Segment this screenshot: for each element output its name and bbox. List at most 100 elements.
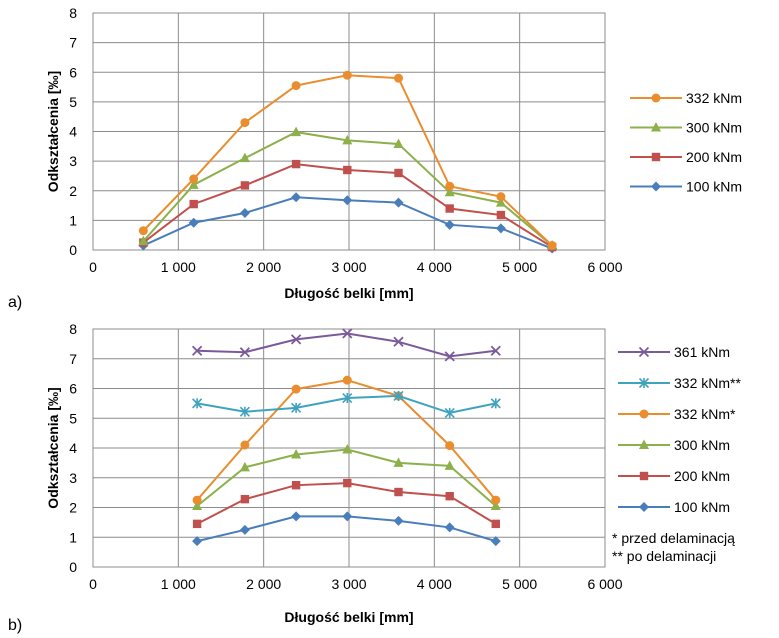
data-point <box>393 390 404 402</box>
data-point <box>188 217 199 228</box>
x-tick-label: 5 000 <box>502 259 537 275</box>
x-tick-label: 6 000 <box>587 576 622 592</box>
data-point <box>490 398 501 409</box>
data-point <box>342 392 353 404</box>
series-line <box>142 163 553 248</box>
data-point <box>239 152 250 163</box>
data-point <box>342 443 353 454</box>
y-tick-label: 1 <box>69 212 77 228</box>
data-point <box>343 478 352 488</box>
footnote: * przed delaminacją <box>612 530 735 546</box>
data-point <box>192 398 203 409</box>
x-tick-label: 6 000 <box>587 259 622 275</box>
legend-label: 200 kNm <box>686 149 742 165</box>
legend-marker <box>638 377 650 389</box>
legend-marker <box>638 346 650 358</box>
y-tick-label: 8 <box>69 5 77 21</box>
data-point <box>444 407 455 418</box>
y-tick-label: 3 <box>69 153 77 169</box>
legend-marker <box>639 471 649 481</box>
data-point <box>490 345 501 356</box>
y-tick-label: 7 <box>69 35 77 51</box>
data-point <box>490 536 501 547</box>
series-200-knm <box>139 159 557 252</box>
data-point <box>445 181 455 191</box>
series-332-knm <box>138 70 557 251</box>
series-300-knm <box>138 126 558 250</box>
data-point <box>394 487 403 497</box>
legend-label: 332 kNm* <box>674 406 736 422</box>
x-tick-label: 5 000 <box>502 576 537 592</box>
data-point <box>291 126 302 137</box>
data-point <box>291 402 302 413</box>
legend: 361 kNm 332 kNm** 332 kNm* 300 kNm 200 kNm 10… <box>618 344 741 515</box>
data-point <box>192 495 202 505</box>
legend-label: 200 kNm <box>674 468 730 484</box>
data-point <box>291 511 302 522</box>
series-361-knm <box>191 328 501 362</box>
data-point <box>342 328 353 339</box>
y-tick-label: 2 <box>69 183 77 199</box>
data-point <box>291 449 302 459</box>
x-tick-label: 1 000 <box>161 576 196 592</box>
data-point <box>188 179 199 189</box>
data-point <box>191 345 203 356</box>
y-tick-label: 4 <box>69 440 77 456</box>
data-point <box>291 480 301 490</box>
data-point <box>495 223 506 234</box>
y-tick-label: 1 <box>69 529 77 545</box>
y-tick-label: 4 <box>69 124 77 140</box>
data-point <box>393 515 404 526</box>
data-point <box>138 226 148 236</box>
x-axis-title: Długość belki [mm] <box>284 609 413 625</box>
plot-area <box>92 12 606 251</box>
legend-label: 300 kNm <box>686 120 742 136</box>
series-line <box>197 332 496 358</box>
legend-label: 332 kNm** <box>674 375 741 391</box>
data-point <box>491 495 501 505</box>
data-point <box>444 522 455 533</box>
data-point <box>240 118 250 128</box>
footnote: ** po delaminacji <box>612 548 716 564</box>
x-tick-label: 3 000 <box>331 576 366 592</box>
data-point <box>444 219 455 230</box>
legend-label: 361 kNm <box>674 344 730 360</box>
data-point <box>240 440 250 450</box>
series-line <box>142 196 553 250</box>
data-point <box>239 207 250 218</box>
data-point <box>138 235 149 246</box>
data-point <box>192 536 203 547</box>
data-point <box>393 138 404 148</box>
y-tick-label: 2 <box>69 500 77 516</box>
data-point <box>343 165 352 175</box>
x-axis-title: Długość belki [mm] <box>284 285 413 301</box>
data-point <box>342 134 353 145</box>
legend-label: 100 kNm <box>686 179 742 195</box>
data-point <box>444 351 455 362</box>
data-point <box>342 195 353 206</box>
legend-marker <box>651 152 661 162</box>
y-tick-label: 5 <box>69 410 77 426</box>
data-point <box>192 519 202 529</box>
panel-label: b) <box>8 617 22 634</box>
data-point <box>496 210 506 220</box>
x-tick-label: 2 000 <box>246 259 281 275</box>
legend: 332 kNm 300 kNm 200 kNm 100 kNm <box>630 90 742 195</box>
x-tick-label: 1 000 <box>161 259 196 275</box>
legend-label: 300 kNm <box>674 437 730 453</box>
y-tick-label: 0 <box>69 242 77 258</box>
series-200-knm <box>192 478 500 529</box>
legend-marker <box>651 181 661 192</box>
plot-area <box>92 328 606 568</box>
data-point <box>239 347 251 358</box>
data-point <box>291 192 302 203</box>
legend-marker <box>639 439 649 449</box>
data-point <box>393 73 403 83</box>
series-300-knm <box>192 443 501 511</box>
data-point <box>495 197 506 207</box>
series-100-knm <box>138 192 558 254</box>
data-point <box>393 336 404 347</box>
x-tick-label: 4 000 <box>417 576 452 592</box>
chart-panel-a: 0 1 000 2 000 3 000 4 000 5 000 6 000 0 1 2 3 4 5 6 7 8… <box>8 5 742 311</box>
y-tick-label: 6 <box>69 381 77 397</box>
